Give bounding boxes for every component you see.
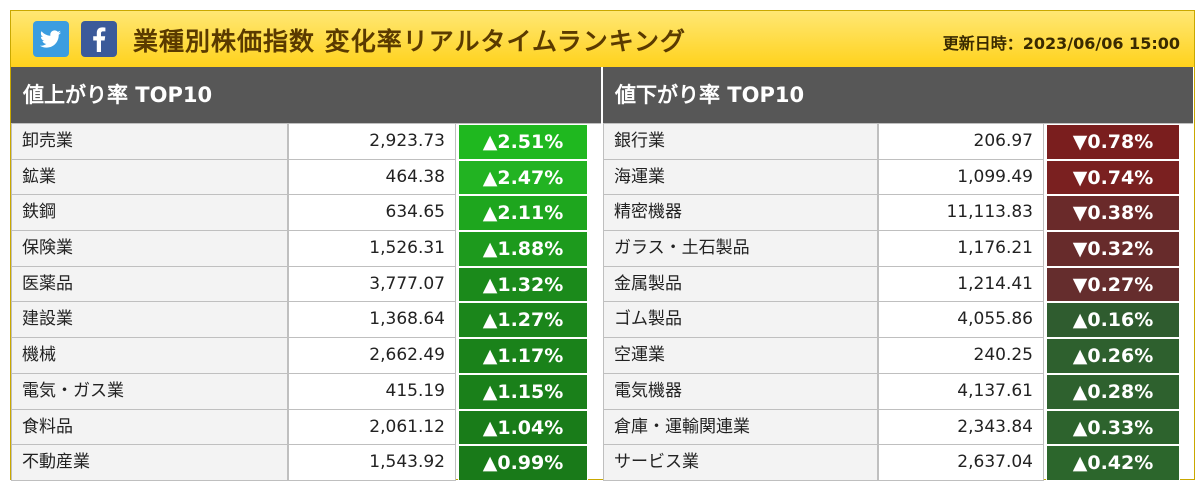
sector-name[interactable]: 不動産業 [11,445,288,481]
sector-name[interactable]: ガラス・土石製品 [603,231,878,267]
index-value: 2,662.49 [288,338,456,374]
table-row[interactable]: 鉄鋼 634.65 ▲2.11% [11,195,601,232]
index-value: 2,061.12 [288,409,456,446]
sector-name[interactable]: 鉄鋼 [11,195,288,232]
sector-name[interactable]: 金属製品 [603,266,878,303]
change-rate-badge: ▲1.17% [458,338,588,374]
change-rate-badge: ▲1.27% [458,302,588,339]
index-value: 1,543.92 [288,445,456,481]
change-rate-badge: ▲1.88% [458,231,588,267]
update-timestamp: 更新日時：2023/06/06 15:00 [942,34,1180,53]
index-value: 1,176.21 [878,231,1044,267]
sector-name[interactable]: 倉庫・運輸関連業 [603,409,878,446]
table-row[interactable]: 食料品 2,061.12 ▲1.04% [11,409,601,446]
table-row[interactable]: 鉱業 464.38 ▲2.47% [11,159,601,196]
change-rate-badge: ▲2.47% [458,159,588,196]
table-row[interactable]: 建設業 1,368.64 ▲1.27% [11,302,601,339]
sector-name[interactable]: 鉱業 [11,159,288,196]
losers-table: 銀行業 206.97 ▼0.78% 海運業 1,099.49 ▼0.74% 精密機器 11,1… [603,123,1193,481]
change-rate-badge: ▲2.11% [458,195,588,232]
index-value: 464.38 [288,159,456,196]
change-rate-badge: ▲0.28% [1046,373,1180,410]
table-row[interactable]: 電気機器 4,137.61 ▲0.28% [603,373,1193,410]
table-row[interactable]: 不動産業 1,543.92 ▲0.99% [11,445,601,481]
gainers-heading: 値上がり率 TOP10 [11,67,601,123]
sector-name[interactable]: 精密機器 [603,195,878,232]
change-rate-badge: ▲1.04% [458,409,588,446]
table-row[interactable]: ガラス・土石製品 1,176.21 ▼0.32% [603,231,1193,267]
index-value: 2,637.04 [878,445,1044,481]
facebook-share-button[interactable] [81,21,117,57]
index-value: 1,099.49 [878,159,1044,196]
index-value: 4,055.86 [878,302,1044,339]
change-rate-badge: ▲0.42% [1046,445,1180,481]
sector-name[interactable]: 食料品 [11,409,288,446]
index-value: 415.19 [288,373,456,410]
index-value: 206.97 [878,124,1044,160]
change-rate-badge: ▲0.99% [458,445,588,481]
change-rate-badge: ▲1.32% [458,266,588,303]
change-rate-badge: ▼0.78% [1046,124,1180,160]
ranking-widget: 業種別株価指数 変化率リアルタイムランキング 更新日時：2023/06/06 1… [10,10,1195,481]
sector-name[interactable]: 医薬品 [11,266,288,303]
table-row[interactable]: 倉庫・運輸関連業 2,343.84 ▲0.33% [603,409,1193,446]
twitter-share-button[interactable] [33,21,69,57]
sector-name[interactable]: ゴム製品 [603,302,878,339]
change-rate-badge: ▼0.38% [1046,195,1180,232]
table-row[interactable]: 医薬品 3,777.07 ▲1.32% [11,266,601,303]
table-row[interactable]: 電気・ガス業 415.19 ▲1.15% [11,373,601,410]
sector-name[interactable]: 海運業 [603,159,878,196]
index-value: 1,214.41 [878,266,1044,303]
table-row[interactable]: 金属製品 1,214.41 ▼0.27% [603,266,1193,303]
change-rate-badge: ▲0.26% [1046,338,1180,374]
table-row[interactable]: サービス業 2,637.04 ▲0.42% [603,445,1193,481]
table-row[interactable]: 精密機器 11,113.83 ▼0.38% [603,195,1193,232]
change-rate-badge: ▼0.27% [1046,266,1180,303]
sector-name[interactable]: 銀行業 [603,124,878,160]
sector-name[interactable]: 空運業 [603,338,878,374]
table-row[interactable]: 卸売業 2,923.73 ▲2.51% [11,124,601,160]
sector-name[interactable]: 保険業 [11,231,288,267]
sector-name[interactable]: 電気機器 [603,373,878,410]
index-value: 2,923.73 [288,124,456,160]
table-row[interactable]: 空運業 240.25 ▲0.26% [603,338,1193,374]
change-rate-badge: ▲0.33% [1046,409,1180,446]
table-row[interactable]: 保険業 1,526.31 ▲1.88% [11,231,601,267]
change-rate-badge: ▼0.32% [1046,231,1180,267]
sector-name[interactable]: 電気・ガス業 [11,373,288,410]
gainers-panel: 値上がり率 TOP10 卸売業 2,923.73 ▲2.51% 鉱業 464.38 ▲2.… [11,67,601,481]
sector-name[interactable]: 建設業 [11,302,288,339]
index-value: 1,526.31 [288,231,456,267]
change-rate-badge: ▼0.74% [1046,159,1180,196]
facebook-icon [93,27,106,52]
header-bar: 業種別株価指数 変化率リアルタイムランキング 更新日時：2023/06/06 1… [11,11,1194,67]
sector-name[interactable]: 卸売業 [11,124,288,160]
index-value: 240.25 [878,338,1044,374]
table-row[interactable]: 海運業 1,099.49 ▼0.74% [603,159,1193,196]
losers-heading: 値下がり率 TOP10 [603,67,1193,123]
gainers-table: 卸売業 2,923.73 ▲2.51% 鉱業 464.38 ▲2.47% 鉄鋼 634.65 ▲… [11,123,601,481]
index-value: 634.65 [288,195,456,232]
losers-panel: 値下がり率 TOP10 銀行業 206.97 ▼0.78% 海運業 1,099.49 ▼0… [603,67,1193,481]
index-value: 1,368.64 [288,302,456,339]
page-title: 業種別株価指数 変化率リアルタイムランキング [133,27,686,56]
change-rate-badge: ▲2.51% [458,124,588,160]
index-value: 4,137.61 [878,373,1044,410]
index-value: 2,343.84 [878,409,1044,446]
index-value: 3,777.07 [288,266,456,303]
index-value: 11,113.83 [878,195,1044,232]
table-row[interactable]: 銀行業 206.97 ▼0.78% [603,124,1193,160]
sector-name[interactable]: サービス業 [603,445,878,481]
change-rate-badge: ▲0.16% [1046,302,1180,339]
twitter-icon [39,30,61,48]
sector-name[interactable]: 機械 [11,338,288,374]
table-row[interactable]: ゴム製品 4,055.86 ▲0.16% [603,302,1193,339]
change-rate-badge: ▲1.15% [458,373,588,410]
table-row[interactable]: 機械 2,662.49 ▲1.17% [11,338,601,374]
